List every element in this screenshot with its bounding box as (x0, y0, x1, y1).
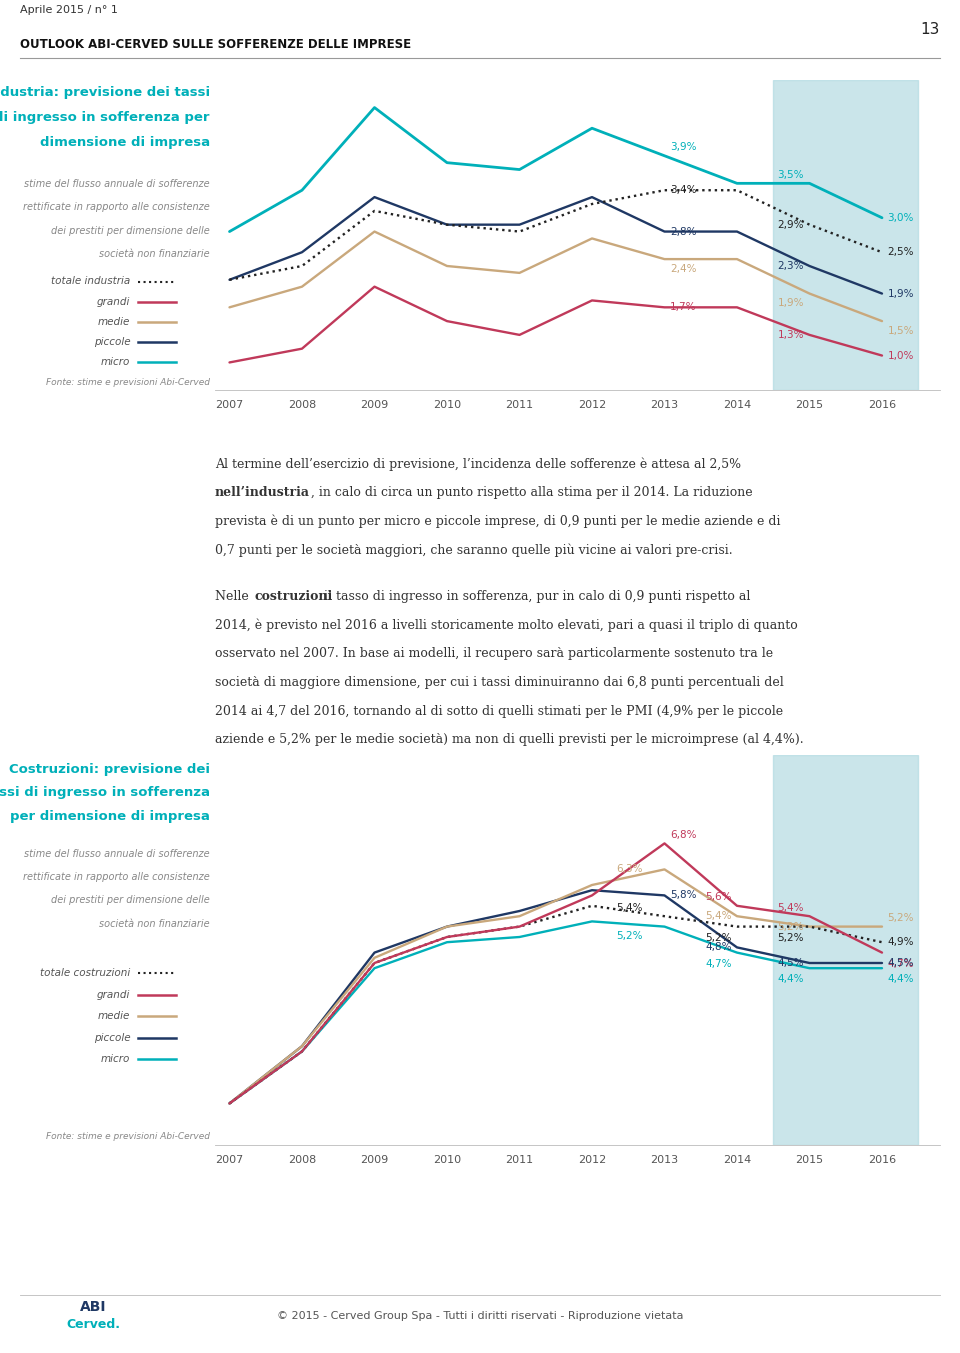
Text: 5,2%: 5,2% (705, 932, 732, 943)
Text: 3,5%: 3,5% (778, 170, 804, 180)
Text: rettificate in rapporto alle consistenze: rettificate in rapporto alle consistenze (23, 203, 210, 212)
Text: stime del flusso annuale di sofferenze: stime del flusso annuale di sofferenze (24, 848, 210, 859)
Text: grandi: grandi (97, 990, 131, 1000)
Text: società non finanziarie: società non finanziarie (100, 919, 210, 928)
Text: 1,3%: 1,3% (778, 330, 804, 340)
Text: 5,2%: 5,2% (778, 921, 804, 932)
Text: 4,8%: 4,8% (705, 943, 732, 953)
Bar (773, 755, 919, 1145)
Text: osservato nel 2007. In base ai modelli, il recupero sarà particolarmente sostenu: osservato nel 2007. In base ai modelli, … (215, 647, 773, 660)
Text: 5,6%: 5,6% (705, 893, 732, 902)
Text: 2014 ai 4,7 del 2016, tornando al di sotto di quelli stimati per le PMI (4,9% pe: 2014 ai 4,7 del 2016, tornando al di sot… (215, 705, 783, 717)
Text: grandi: grandi (97, 296, 131, 307)
Text: medie: medie (98, 1011, 131, 1022)
Text: © 2015 - Cerved Group Spa - Tutti i diritti riservati - Riproduzione vietata: © 2015 - Cerved Group Spa - Tutti i diri… (276, 1311, 684, 1321)
Text: 2014, è previsto nel 2016 a livelli storicamente molto elevati, pari a quasi il : 2014, è previsto nel 2016 a livelli stor… (215, 618, 798, 632)
Text: 3,0%: 3,0% (888, 212, 914, 223)
Text: 5,4%: 5,4% (616, 902, 642, 913)
Text: stime del flusso annuale di sofferenze: stime del flusso annuale di sofferenze (24, 179, 210, 189)
Text: Aprile 2015 / n° 1: Aprile 2015 / n° 1 (20, 5, 118, 15)
Text: 4,7%: 4,7% (705, 959, 732, 969)
Text: 5,8%: 5,8% (670, 890, 697, 900)
Text: 3,9%: 3,9% (670, 142, 697, 153)
Text: 5,4%: 5,4% (778, 902, 804, 913)
Text: 13: 13 (921, 23, 940, 38)
Text: 4,5%: 4,5% (888, 958, 914, 967)
Text: 4,4%: 4,4% (888, 974, 914, 985)
Text: Cerved.: Cerved. (66, 1319, 121, 1331)
Text: 3,4%: 3,4% (670, 185, 697, 195)
Text: 2,4%: 2,4% (670, 264, 697, 273)
Text: dimensione di impresa: dimensione di impresa (40, 135, 210, 149)
Text: Al termine dell’esercizio di previsione, l’incidenza delle sofferenze è attesa a: Al termine dell’esercizio di previsione,… (215, 457, 741, 471)
Text: dei prestiti per dimensione delle: dei prestiti per dimensione delle (51, 896, 210, 905)
Text: 1,9%: 1,9% (888, 288, 914, 299)
Text: 4,4%: 4,4% (778, 974, 804, 985)
Text: dei prestiti per dimensione delle: dei prestiti per dimensione delle (51, 226, 210, 235)
Text: piccole: piccole (93, 1032, 131, 1043)
Text: 5,2%: 5,2% (616, 931, 642, 942)
Text: micro: micro (101, 1054, 131, 1065)
Text: micro: micro (101, 357, 131, 367)
Bar (773, 80, 919, 390)
Text: rettificate in rapporto alle consistenze: rettificate in rapporto alle consistenze (23, 871, 210, 882)
Text: 0,7 punti per le società maggiori, che saranno quelle più vicine ai valori pre-c: 0,7 punti per le società maggiori, che s… (215, 544, 732, 557)
Text: 1,0%: 1,0% (888, 350, 914, 360)
Text: 2,8%: 2,8% (670, 226, 697, 237)
Text: , in calo di circa un punto rispetto alla stima per il 2014. La riduzione: , in calo di circa un punto rispetto all… (311, 486, 753, 499)
Text: totale costruzioni: totale costruzioni (40, 969, 131, 978)
Text: Costruzioni: previsione dei: Costruzioni: previsione dei (9, 763, 210, 775)
Text: totale industria: totale industria (51, 276, 131, 287)
Text: 2,9%: 2,9% (778, 219, 804, 230)
Text: per dimensione di impresa: per dimensione di impresa (11, 809, 210, 823)
Text: 4,7%: 4,7% (888, 959, 914, 969)
Text: OUTLOOK ABI-CERVED SULLE SOFFERENZE DELLE IMPRESE: OUTLOOK ABI-CERVED SULLE SOFFERENZE DELL… (20, 38, 411, 50)
Text: costruzioni: costruzioni (254, 590, 332, 602)
Text: società di maggiore dimensione, per cui i tassi diminuiranno dai 6,8 punti perce: società di maggiore dimensione, per cui … (215, 676, 783, 689)
Text: aziende e 5,2% per le medie società) ma non di quelli previsti per le microimpre: aziende e 5,2% per le medie società) ma … (215, 733, 804, 747)
Text: 4,5%: 4,5% (778, 958, 804, 967)
Text: il tasso di ingresso in sofferenza, pur in calo di 0,9 punti rispetto al: il tasso di ingresso in sofferenza, pur … (320, 590, 751, 602)
Text: 2,5%: 2,5% (888, 248, 914, 257)
Text: Fonte: stime e previsioni Abi-Cerved: Fonte: stime e previsioni Abi-Cerved (46, 377, 210, 387)
Text: nell’industria: nell’industria (215, 486, 310, 499)
Text: 5,4%: 5,4% (705, 911, 732, 921)
Text: 5,2%: 5,2% (888, 913, 914, 923)
Text: prevista è di un punto per micro e piccole imprese, di 0,9 punti per le medie az: prevista è di un punto per micro e picco… (215, 515, 780, 529)
Text: tassi di ingresso in sofferenza: tassi di ingresso in sofferenza (0, 786, 210, 800)
Text: Fonte: stime e previsioni Abi-Cerved: Fonte: stime e previsioni Abi-Cerved (46, 1132, 210, 1141)
Text: 2,3%: 2,3% (778, 261, 804, 271)
Text: di ingresso in sofferenza per: di ingresso in sofferenza per (0, 111, 210, 124)
Text: Nelle: Nelle (215, 590, 252, 602)
Text: 4,9%: 4,9% (888, 938, 914, 947)
Text: 6,8%: 6,8% (670, 831, 697, 840)
Text: società non finanziarie: società non finanziarie (100, 249, 210, 258)
Text: Industria: previsione dei tassi: Industria: previsione dei tassi (0, 87, 210, 99)
Text: 1,7%: 1,7% (670, 302, 697, 313)
Text: piccole: piccole (93, 337, 131, 346)
Text: 1,9%: 1,9% (778, 298, 804, 308)
Text: 1,5%: 1,5% (888, 326, 914, 336)
Text: 6,3%: 6,3% (616, 865, 642, 874)
Text: ABI: ABI (81, 1300, 107, 1314)
Text: 5,2%: 5,2% (778, 932, 804, 943)
Text: medie: medie (98, 317, 131, 327)
